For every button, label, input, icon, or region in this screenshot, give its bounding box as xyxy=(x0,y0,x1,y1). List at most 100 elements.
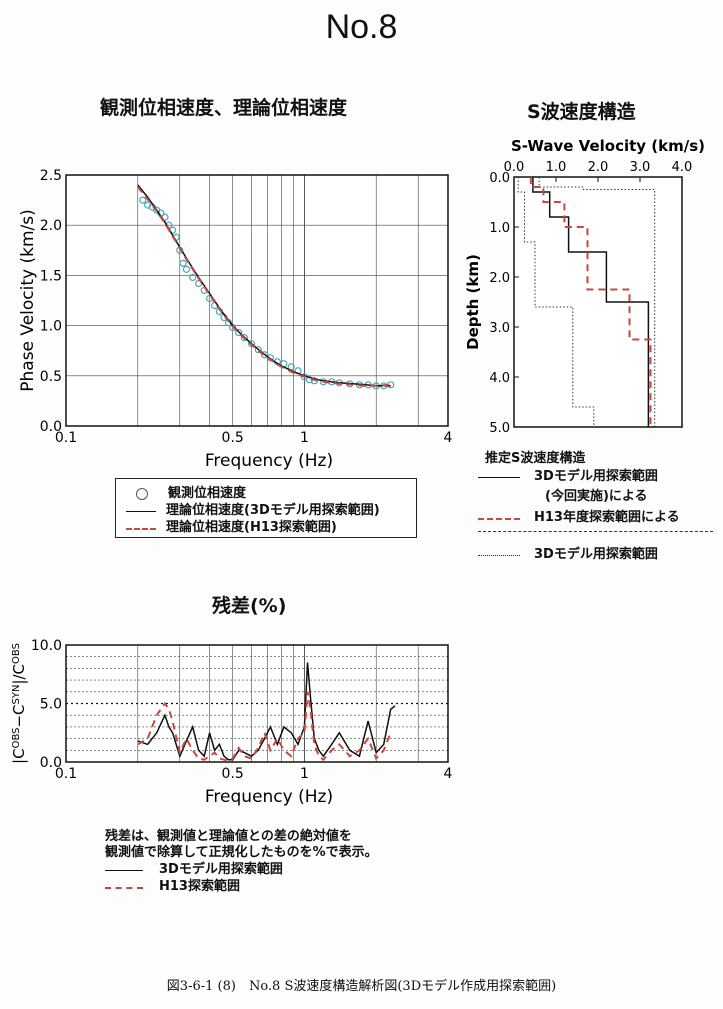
x-tick-label: 1.0 xyxy=(546,160,567,175)
x-tick-label: 0.5 xyxy=(222,766,244,782)
x-tick-label: 0.1 xyxy=(55,766,77,782)
swave-structure-chart-title: S波速度構造 xyxy=(527,101,636,123)
legend-label: H13探索範囲 xyxy=(159,879,240,894)
plot-frame xyxy=(65,644,449,763)
x-tick-label: 3.0 xyxy=(630,160,651,175)
y-axis-label: Phase Velocity (km/s) xyxy=(18,209,38,392)
y-tick-label: 2.0 xyxy=(40,218,62,234)
legend-item-observed: 観測位相速度 xyxy=(126,482,246,501)
dotted-line-icon xyxy=(478,550,520,560)
y-axis-label-part: |/C xyxy=(10,664,28,685)
residual-note-line1: 残差は、観測値と理論値との差の絶対値を xyxy=(105,829,352,844)
y-axis-label-part: OBS xyxy=(11,643,22,664)
legend-label: 3Dモデル用探索範囲 xyxy=(534,469,658,484)
y-tick-label: 5.0 xyxy=(40,697,62,713)
swave-legend-item-h13: H13年度探索範囲による xyxy=(478,506,680,525)
observed-point xyxy=(254,346,262,354)
y-axis-label-part: OBS xyxy=(11,728,22,749)
x-tick-label: 0.1 xyxy=(55,430,77,446)
series-line-dashed xyxy=(137,186,391,387)
x-tick-label: 4 xyxy=(444,430,453,446)
observed-point xyxy=(235,329,243,337)
observed-point xyxy=(182,265,191,273)
circle-marker-icon xyxy=(136,487,148,500)
residual-legend-item-h13: H13探索範囲 xyxy=(105,875,240,894)
y-tick-label: 1.0 xyxy=(40,319,62,335)
dashed-line-icon xyxy=(105,882,143,892)
legend-item-theory-h13: 理論位相速度(H13探索範囲) xyxy=(126,516,337,535)
series-line-dashed xyxy=(137,691,392,762)
observed-point xyxy=(195,279,203,288)
y-tick-label: 1.0 xyxy=(489,221,510,236)
legend-label: H13年度探索範囲による xyxy=(534,510,680,525)
plot-frame xyxy=(65,174,449,427)
residual-legend-item-3d: 3Dモデル用探索範囲 xyxy=(105,858,283,877)
series-line-solid xyxy=(137,662,396,761)
legend-label: 理論位相速度(3Dモデル用探索範囲) xyxy=(166,503,380,518)
observed-point xyxy=(189,273,197,282)
x-tick-label: 0.5 xyxy=(222,430,244,446)
swave-legend-title: 推定S波速度構造 xyxy=(485,451,586,466)
swave-legend-item-3d-sub: (今回実施)による xyxy=(545,489,648,504)
legend-label: 理論位相速度(H13探索範囲) xyxy=(166,520,337,535)
x-axis-label: Frequency (Hz) xyxy=(205,787,333,807)
legend-label: 3Dモデル用探索範囲 xyxy=(159,862,283,877)
y-tick-label: 10.0 xyxy=(31,638,62,654)
plot-frame xyxy=(513,176,683,428)
x-tick-label: 0.0 xyxy=(504,160,525,175)
legend-label: 3Dモデル用探索範囲 xyxy=(534,547,658,562)
y-tick-label: 2.5 xyxy=(40,168,62,184)
dashed-line-icon xyxy=(478,513,520,523)
figure-caption: 図3-6-1 (8) No.8 S波速度構造解析図(3Dモデル作成用探索範囲) xyxy=(166,979,557,994)
y-tick-label: 5.0 xyxy=(489,421,510,436)
y-tick-label: 2.0 xyxy=(489,271,510,286)
phase-velocity-chart-title: 観測位相速度、理論位相速度 xyxy=(100,97,348,119)
x-tick-label: 1 xyxy=(300,430,309,446)
observed-point xyxy=(240,334,249,342)
solid-line-icon xyxy=(126,506,156,516)
solid-line-icon xyxy=(105,865,143,875)
swave-legend-item-range: 3Dモデル用探索範囲 xyxy=(478,543,658,562)
legend-separator xyxy=(478,531,713,532)
legend-label: 観測位相速度 xyxy=(168,486,247,501)
phase-velocity-legend: 観測位相速度 理論位相速度(3Dモデル用探索範囲) 理論位相速度(H13探索範囲… xyxy=(115,478,417,538)
x-tick-label: 2.0 xyxy=(588,160,609,175)
legend-item-theory-3d: 理論位相速度(3Dモデル用探索範囲) xyxy=(126,499,380,518)
y-tick-label: 4.0 xyxy=(489,371,510,386)
residual-chart-title: 残差(%) xyxy=(212,595,287,617)
y-tick-label: 0.5 xyxy=(40,369,62,385)
observed-point xyxy=(179,259,187,267)
y-axis-label-part: −C xyxy=(10,704,28,727)
y-tick-label: 1.5 xyxy=(40,268,62,284)
swave-legend-item-3d: 3Dモデル用探索範囲 xyxy=(478,465,658,484)
plot-area xyxy=(66,175,448,426)
observed-point xyxy=(139,196,147,204)
observed-point xyxy=(287,363,295,371)
x-tick-label: 1 xyxy=(300,766,309,782)
x-axis-label: Frequency (Hz) xyxy=(205,451,333,471)
y-axis-label-part: SYN xyxy=(11,685,22,705)
observed-point xyxy=(260,351,269,359)
x-tick-label: 4.0 xyxy=(672,160,693,175)
profile-line-solid xyxy=(532,177,650,427)
dashed-line-icon xyxy=(126,523,156,533)
x-tick-label: 4 xyxy=(444,766,453,782)
search-range-bound xyxy=(517,177,595,427)
y-tick-label: 3.0 xyxy=(489,321,510,336)
y-axis-label: |COBS−CSYN|/COBS xyxy=(10,643,28,764)
y-tick-label: 0.0 xyxy=(489,171,510,186)
y-axis-label-part: |C xyxy=(10,748,28,764)
page-title: No.8 xyxy=(325,8,398,46)
search-range-bound xyxy=(538,177,656,427)
y-tick-label: 0.0 xyxy=(40,419,62,435)
phase-velocity-chart: 0.1 0.5 1 4 0.0 0.5 1.0 1.5 2.0 2.5 Frequency (Hz)… xyxy=(18,168,453,471)
solid-line-icon xyxy=(478,472,520,482)
y-tick-label: 0.0 xyxy=(40,755,62,771)
observed-point xyxy=(247,340,256,348)
residual-note-line2: 観測値で除算して正規化したものを%で表示。 xyxy=(105,845,378,860)
swave-structure-chart: S-Wave Velocity (km/s) 0.0 1.0 2.0 3.0 4.0 0.0… xyxy=(464,137,705,436)
y-axis-label: Depth (km) xyxy=(464,254,482,350)
profile-line-dashed xyxy=(529,177,652,427)
x-axis-label: S-Wave Velocity (km/s) xyxy=(511,137,705,155)
